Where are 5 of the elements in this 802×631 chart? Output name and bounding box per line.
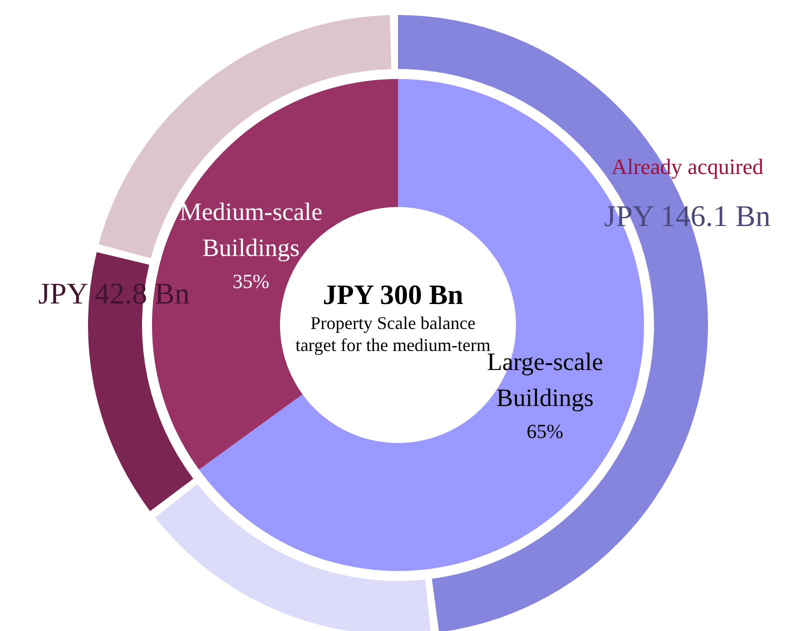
slice-label: Medium-scale Buildings: [179, 199, 322, 262]
text: Property Scale balance target for the medium-term: [294, 312, 491, 355]
data-label: 65%: [526, 420, 564, 443]
data-label: 35%: [232, 271, 270, 294]
text: JPY 300 Bn: [322, 280, 464, 312]
